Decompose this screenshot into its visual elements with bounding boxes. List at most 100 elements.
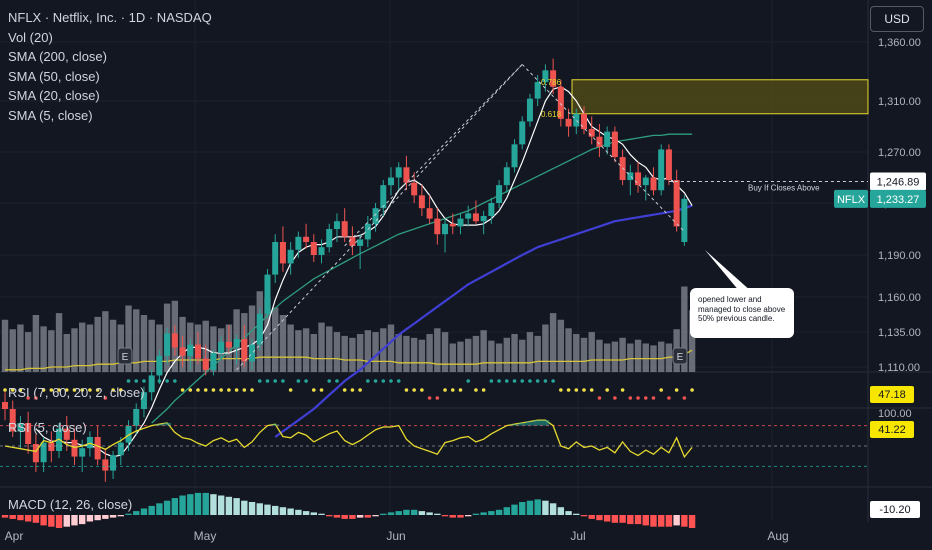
signal-dot <box>458 388 463 392</box>
macd-hist-bar <box>63 515 70 527</box>
signal-dot <box>250 388 254 392</box>
candle-body <box>372 208 379 224</box>
volume-bar <box>156 324 163 372</box>
candle-body <box>534 82 541 99</box>
volume-bar <box>434 328 441 372</box>
signal-dot <box>512 379 517 383</box>
candle-body <box>210 353 217 370</box>
macd-hist-bar <box>465 515 472 517</box>
volume-bar <box>55 313 63 372</box>
signal-dot <box>605 388 609 392</box>
volume-bar <box>17 324 24 372</box>
candle-body <box>635 172 642 186</box>
volume-bar <box>102 311 109 372</box>
macd-hist-bar <box>457 515 464 518</box>
volume-bar <box>588 332 595 372</box>
macd-hist-bar <box>681 515 688 527</box>
signal-dot <box>551 379 555 383</box>
volume-bar <box>32 315 40 372</box>
candle-body <box>418 195 425 209</box>
signal-dot <box>64 388 69 392</box>
volume-bar <box>573 334 580 372</box>
signal-dot <box>26 396 30 400</box>
price-tick-label: 1,360.00 <box>878 37 921 49</box>
candle-body <box>550 70 557 87</box>
signal-dot <box>659 388 663 392</box>
annotation-callout: opened lower and managed to close above … <box>690 288 794 338</box>
rsi-overbought-fill <box>155 424 164 426</box>
macd-hist-bar <box>426 512 433 515</box>
signal-dot <box>111 388 115 392</box>
signal-dot <box>674 388 679 392</box>
signal-dot <box>535 379 540 383</box>
volume-bar <box>133 309 140 372</box>
signal-dot <box>420 388 424 392</box>
legend-sma5[interactable]: SMA (5, close) <box>8 107 93 123</box>
signal-dot <box>358 388 362 392</box>
candle-body <box>604 131 611 147</box>
rsi-top-label[interactable]: RSI (7, 60, 20, 2, close) <box>8 385 145 400</box>
signal-dot <box>381 379 386 383</box>
macd-hist-bar <box>673 515 680 526</box>
buy-level-tag <box>870 172 926 191</box>
volume-bar <box>71 328 78 372</box>
price-tick-label: 1,110.00 <box>878 362 920 374</box>
volume-bar <box>495 343 503 372</box>
candle-body <box>225 341 232 348</box>
legend-title[interactable]: NFLX · Netflix, Inc. · 1D · NASDAQ <box>8 10 212 25</box>
signal-dot <box>667 396 671 400</box>
macd-hist-bar <box>163 500 171 515</box>
volume-bar <box>534 335 541 372</box>
volume-bar <box>295 330 302 372</box>
signal-dot <box>396 379 401 383</box>
rsi-overbought-fill <box>163 422 171 426</box>
rsi-tag <box>870 421 914 438</box>
macd-hist-bar <box>688 515 696 528</box>
fib-zone <box>571 79 869 115</box>
rsi-label[interactable]: RSI (5, close) <box>8 420 87 435</box>
macd-hist-bar <box>102 515 109 519</box>
volume-bar <box>503 337 510 372</box>
macd-hist-bar <box>341 515 348 519</box>
macd-hist-bar <box>256 503 263 515</box>
volume-bar <box>526 332 534 372</box>
legend-sma200[interactable]: SMA (200, close) <box>8 49 107 64</box>
signal-dots <box>3 379 694 400</box>
macd-hist-bar <box>573 513 580 515</box>
volume-bar <box>480 330 487 372</box>
signal-dot <box>142 379 146 383</box>
signal-dot <box>636 396 640 400</box>
legend-vol[interactable]: Vol (20) <box>8 29 53 45</box>
candle-body <box>164 333 171 356</box>
candle-body <box>17 423 24 432</box>
signal-dot <box>450 388 455 392</box>
signal-dot <box>520 379 525 383</box>
candle-body <box>310 242 317 255</box>
candle-body <box>480 216 487 222</box>
volume-bar <box>341 335 348 372</box>
legend-sma20[interactable]: SMA (20, close) <box>8 88 100 103</box>
price-tick-label: 1,135.00 <box>878 327 921 339</box>
rsi-top-value: 47.18 <box>878 389 906 401</box>
macd-hist-bar <box>603 515 611 522</box>
signal-dot <box>180 388 185 392</box>
last-price-tag <box>870 189 926 208</box>
trend-line <box>521 64 685 232</box>
candle-body <box>272 242 279 275</box>
volume-bar <box>349 337 356 372</box>
signal-dot <box>651 396 656 400</box>
candle-body <box>650 177 657 191</box>
rsi-axis-top: 100.00 <box>878 408 912 420</box>
legend-sma50[interactable]: SMA (50, close) <box>8 68 100 84</box>
volume-bar <box>611 341 619 372</box>
volume-bar <box>465 338 472 372</box>
earnings-label: E <box>122 352 129 363</box>
signal-dot <box>489 379 494 383</box>
signal-dot <box>319 388 324 392</box>
callout-line: 50% previous candle. <box>698 314 775 323</box>
signal-dot <box>559 388 563 392</box>
currency-button[interactable]: USD <box>870 6 924 32</box>
macd-label[interactable]: MACD (12, 26, close) <box>8 497 133 512</box>
candle-body <box>303 236 310 242</box>
